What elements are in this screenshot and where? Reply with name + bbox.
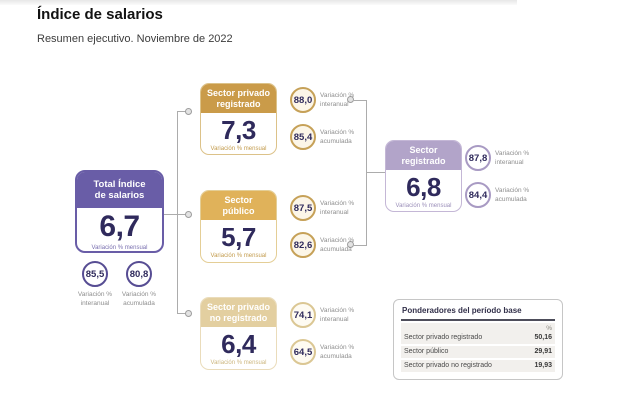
- weights-row-label: Sector privado no registrado: [404, 362, 492, 369]
- monthly-variation-label: Variación % mensual: [91, 245, 148, 251]
- sector-privado-no-registrado-title: Sector privado no registrado: [201, 298, 276, 327]
- weights-row-label: Sector público: [404, 348, 449, 355]
- table-row: Sector público 29,91: [401, 346, 555, 358]
- weights-table-block: Sector público 29,91: [401, 346, 555, 358]
- interannual-variation-label: Variación % interanual: [320, 92, 355, 108]
- sector-registrado-interannual-circle: 87,8: [465, 145, 491, 171]
- sector-registrado-box: Sector registrado 6,8 Variación % mensua…: [385, 140, 462, 212]
- monthly-variation-label: Variación % mensual: [395, 203, 452, 209]
- sector-privado-no-registrado-interannual-circle: 74,1: [290, 302, 316, 328]
- connector-line: [178, 111, 186, 112]
- base-period-weights-table: Ponderadores del período base % Sector p…: [393, 299, 563, 380]
- connector-dot: [185, 211, 192, 218]
- sector-privado-no-registrado-accumulated-circle: 64,5: [290, 339, 316, 365]
- sector-privado-registrado-box: Sector privado registrado 7,3 Variación …: [200, 83, 277, 155]
- monthly-variation-label: Variación % mensual: [210, 360, 267, 366]
- table-row: Sector privado no registrado 19,93: [401, 360, 555, 372]
- total-interannual-circle: 85,5: [82, 261, 108, 287]
- monthly-variation-label: Variación % mensual: [210, 146, 267, 152]
- sector-privado-no-registrado-monthly-value: 6,4: [221, 329, 256, 359]
- sector-publico-accumulated-circle: 82,6: [290, 232, 316, 258]
- interannual-variation-label: Variación % interanual: [320, 200, 355, 216]
- interannual-variation-label: Variación % interanual: [77, 291, 113, 307]
- accumulated-variation-label: Variación % acumulada: [320, 344, 355, 360]
- connector-line: [178, 313, 186, 314]
- monthly-variation-label: Variación % mensual: [210, 253, 267, 259]
- connector-dot: [347, 241, 354, 248]
- total-accumulated-circle: 80,8: [126, 261, 152, 287]
- connector-line: [354, 245, 366, 246]
- weights-table-block: % Sector privado registrado 50,16: [401, 323, 555, 344]
- table-row: Sector privado registrado 50,16: [401, 332, 555, 344]
- sector-publico-monthly-value: 5,7: [221, 222, 256, 252]
- sector-privado-registrado-monthly-value: 7,3: [221, 115, 256, 145]
- page-top-shadow: [0, 0, 517, 5]
- sector-publico-title: Sector público: [201, 191, 276, 220]
- accumulated-variation-label: Variación % acumulada: [495, 187, 530, 203]
- sector-publico-box: Sector público 5,7 Variación % mensual: [200, 190, 277, 263]
- sector-publico-interannual-circle: 87,5: [290, 195, 316, 221]
- total-index-monthly-value: 6,7: [99, 210, 140, 243]
- accumulated-variation-label: Variación % acumulada: [121, 291, 157, 307]
- weights-table-title: Ponderadores del período base: [401, 306, 555, 321]
- sector-registrado-title: Sector registrado: [386, 141, 461, 170]
- connector-line: [354, 100, 366, 101]
- weights-row-value: 50,16: [534, 334, 552, 341]
- accumulated-variation-label: Variación % acumulada: [320, 129, 355, 145]
- accumulated-variation-label: Variación % acumulada: [320, 237, 355, 253]
- connector-dot: [347, 96, 354, 103]
- total-index-box-title: Total Índice de salarios: [77, 172, 162, 208]
- connector-line: [177, 111, 178, 314]
- connector-dot: [185, 310, 192, 317]
- connector-line: [366, 172, 385, 173]
- weights-row-value: 19,93: [534, 362, 552, 369]
- connector-line: [366, 100, 367, 246]
- weights-table-block: Sector privado no registrado 19,93: [401, 360, 555, 372]
- page-title: Índice de salarios: [37, 6, 163, 23]
- interannual-variation-label: Variación % interanual: [320, 307, 355, 323]
- connector-line: [164, 214, 186, 215]
- sector-privado-no-registrado-box: Sector privado no registrado 6,4 Variaci…: [200, 297, 277, 370]
- connector-dot: [185, 108, 192, 115]
- sector-privado-registrado-accumulated-circle: 85,4: [290, 124, 316, 150]
- sector-privado-registrado-title: Sector privado registrado: [201, 84, 276, 113]
- sector-registrado-accumulated-circle: 84,4: [465, 182, 491, 208]
- interannual-variation-label: Variación % interanual: [495, 150, 530, 166]
- weights-table-unit-header: %: [546, 325, 552, 332]
- total-index-box: Total Índice de salarios 6,7 Variación %…: [75, 170, 164, 253]
- weights-row-value: 29,91: [534, 348, 552, 355]
- sector-privado-registrado-interannual-circle: 88,0: [290, 87, 316, 113]
- sector-registrado-monthly-value: 6,8: [406, 172, 441, 202]
- weights-row-label: Sector privado registrado: [404, 334, 483, 341]
- page-subtitle: Resumen ejecutivo. Noviembre de 2022: [37, 33, 233, 45]
